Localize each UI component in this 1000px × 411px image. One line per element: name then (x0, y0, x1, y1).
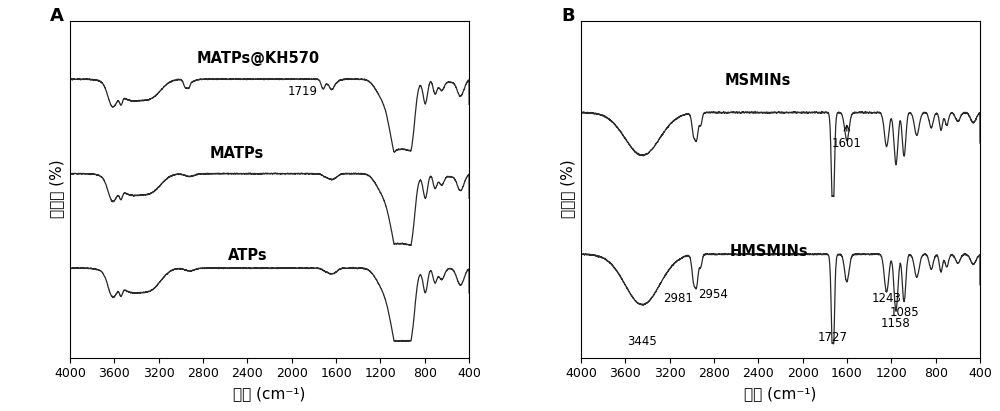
Text: 1158: 1158 (881, 317, 911, 330)
Text: 2981: 2981 (663, 292, 693, 305)
Y-axis label: 透光率 (%): 透光率 (%) (49, 160, 64, 218)
Text: 1719: 1719 (288, 85, 318, 98)
Y-axis label: 透光率 (%): 透光率 (%) (560, 160, 575, 218)
Text: MSMINs: MSMINs (725, 73, 791, 88)
Text: MATPs: MATPs (209, 146, 263, 161)
Text: MATPs@KH570: MATPs@KH570 (197, 51, 320, 66)
Text: 1601: 1601 (832, 137, 862, 150)
X-axis label: 波数 (cm⁻¹): 波数 (cm⁻¹) (233, 386, 306, 401)
X-axis label: 波数 (cm⁻¹): 波数 (cm⁻¹) (744, 386, 817, 401)
Text: A: A (50, 7, 64, 25)
Text: 3445: 3445 (628, 335, 657, 348)
Text: 1727: 1727 (818, 331, 848, 344)
Text: 1085: 1085 (889, 306, 919, 319)
Text: B: B (561, 7, 575, 25)
Text: 2954: 2954 (698, 288, 728, 301)
Text: 1243: 1243 (872, 292, 901, 305)
Text: ATPs: ATPs (228, 248, 267, 263)
Text: HMSMINs: HMSMINs (730, 244, 809, 259)
